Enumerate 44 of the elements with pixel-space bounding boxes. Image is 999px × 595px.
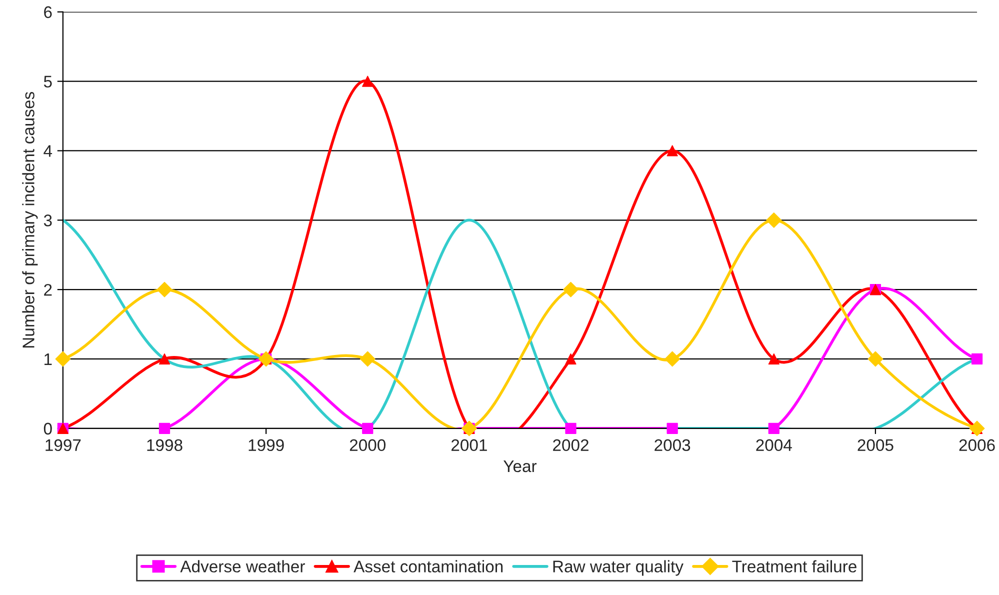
- point: [768, 422, 780, 434]
- x-tick-label: 1997: [46, 439, 81, 452]
- point: [969, 420, 985, 436]
- y-tick-label: 0: [44, 422, 52, 435]
- point: [666, 145, 678, 156]
- x-tick-label: 1998: [147, 439, 182, 452]
- x-tick-label: 2000: [350, 439, 386, 452]
- y-tick-label: 2: [44, 284, 52, 296]
- y-tick-label: 3: [44, 214, 52, 226]
- point: [158, 353, 170, 365]
- point: [258, 351, 274, 367]
- point: [565, 422, 576, 434]
- legend-label: Raw water quality: [553, 560, 684, 576]
- x-tick-label: 2004: [756, 439, 792, 452]
- x-tick-label: 2005: [858, 439, 894, 452]
- point: [362, 422, 374, 434]
- point: [362, 76, 374, 87]
- point: [971, 353, 983, 365]
- point: [666, 422, 678, 434]
- y-axis-title: Number of primary incident causes: [22, 92, 38, 348]
- point: [868, 351, 884, 367]
- x-axis-title: Year: [504, 460, 537, 472]
- point: [156, 282, 172, 298]
- point: [565, 353, 576, 365]
- point: [158, 422, 170, 434]
- x-tick-label: 2006: [959, 439, 995, 452]
- y-tick-label: 1: [44, 354, 52, 366]
- point: [766, 212, 782, 228]
- x-tick-label: 2003: [654, 439, 690, 452]
- point: [55, 351, 71, 367]
- y-tick-label: 4: [44, 145, 52, 157]
- point: [360, 351, 376, 367]
- y-tick-label: 6: [44, 6, 52, 18]
- point: [664, 351, 680, 367]
- point: [563, 282, 578, 298]
- legend-label: Treatment failure: [732, 560, 856, 572]
- x-tick-label: 2002: [553, 439, 588, 452]
- y-tick-label: 5: [44, 76, 52, 88]
- legend-label: Asset contamination: [354, 560, 503, 572]
- point: [768, 353, 780, 365]
- x-tick-label: 2001: [452, 439, 487, 452]
- legend-label: Adverse weather: [180, 560, 305, 572]
- x-tick-label: 1999: [248, 439, 284, 452]
- point: [462, 420, 477, 436]
